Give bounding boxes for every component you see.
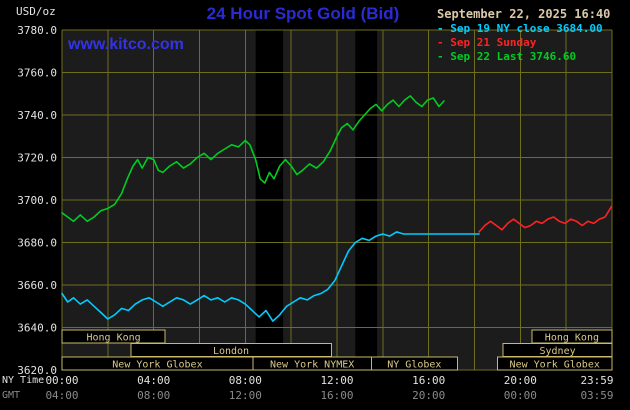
price-line-cyan <box>61 231 480 322</box>
session-label: Hong Kong <box>545 333 599 344</box>
legend-marker-dash: - <box>437 50 451 63</box>
x-tick-ny: 08:00 <box>229 374 262 387</box>
x-tick-gmt: 00:00 <box>504 389 537 402</box>
y-tick-label: 3620.0 <box>17 364 57 377</box>
x-tick-ny: 00:00 <box>45 374 78 387</box>
y-tick-label: 3640.0 <box>17 322 57 335</box>
timestamp: September 22, 2025 16:40 <box>437 7 611 21</box>
legend-label: Sep 22 Last 3746.60 <box>450 50 577 63</box>
session-label: London <box>213 346 249 357</box>
session-label: New York Globex <box>510 359 600 370</box>
y-tick-label: 3700.0 <box>17 194 57 207</box>
x-tick-ny: 23:59 <box>580 374 613 387</box>
x-tick-ny: 04:00 <box>137 374 170 387</box>
x-tick-gmt: 20:00 <box>412 389 445 402</box>
legend-label: Sep 19 NY close 3684.00 <box>450 22 603 35</box>
legend-label: Sep 21 Sunday <box>450 36 537 49</box>
session-box <box>61 329 166 344</box>
session-label: NY Globex <box>387 359 441 370</box>
kitco-watermark-link[interactable]: www.kitco.com <box>68 36 184 53</box>
price-line-red <box>478 205 613 233</box>
session-label: Hong Kong <box>86 333 140 344</box>
y-tick-label: 3740.0 <box>17 109 57 122</box>
price-line-green <box>61 95 445 223</box>
session-label: New York NYMEX <box>270 359 354 370</box>
x-axis-ny-label: NY Time <box>2 375 45 386</box>
y-tick-label: 3720.0 <box>17 152 57 165</box>
y-axis-unit-label: USD/oz <box>16 5 56 18</box>
legend-marker-dash: - <box>437 36 451 49</box>
x-tick-ny: 20:00 <box>504 374 537 387</box>
x-axis-gmt-label: GMT <box>2 390 21 401</box>
session-box <box>370 356 458 371</box>
legend: - Sep 19 NY close 3684.00- Sep 21 Sunday… <box>437 22 603 64</box>
y-tick-label: 3680.0 <box>17 237 57 250</box>
legend-item: - Sep 22 Last 3746.60 <box>437 50 603 64</box>
session-label: Sydney <box>540 346 576 357</box>
x-tick-gmt: 04:00 <box>45 389 78 402</box>
x-tick-gmt: 12:00 <box>229 389 262 402</box>
y-tick-label: 3780.0 <box>17 24 57 37</box>
legend-item: - Sep 21 Sunday <box>437 36 603 50</box>
x-tick-gmt: 08:00 <box>137 389 170 402</box>
legend-marker-dash: - <box>437 22 451 35</box>
page-title: 24 Hour Spot Gold (Bid) <box>206 4 400 23</box>
x-tick-gmt: 03:59 <box>580 389 613 402</box>
y-tick-label: 3660.0 <box>17 279 57 292</box>
x-tick-gmt: 16:00 <box>320 389 353 402</box>
x-tick-ny: 12:00 <box>320 374 353 387</box>
y-tick-label: 3760.0 <box>17 67 57 80</box>
legend-item: - Sep 19 NY close 3684.00 <box>437 22 603 36</box>
x-tick-ny: 16:00 <box>412 374 445 387</box>
session-box <box>496 356 613 371</box>
session-label: New York Globex <box>112 359 202 370</box>
